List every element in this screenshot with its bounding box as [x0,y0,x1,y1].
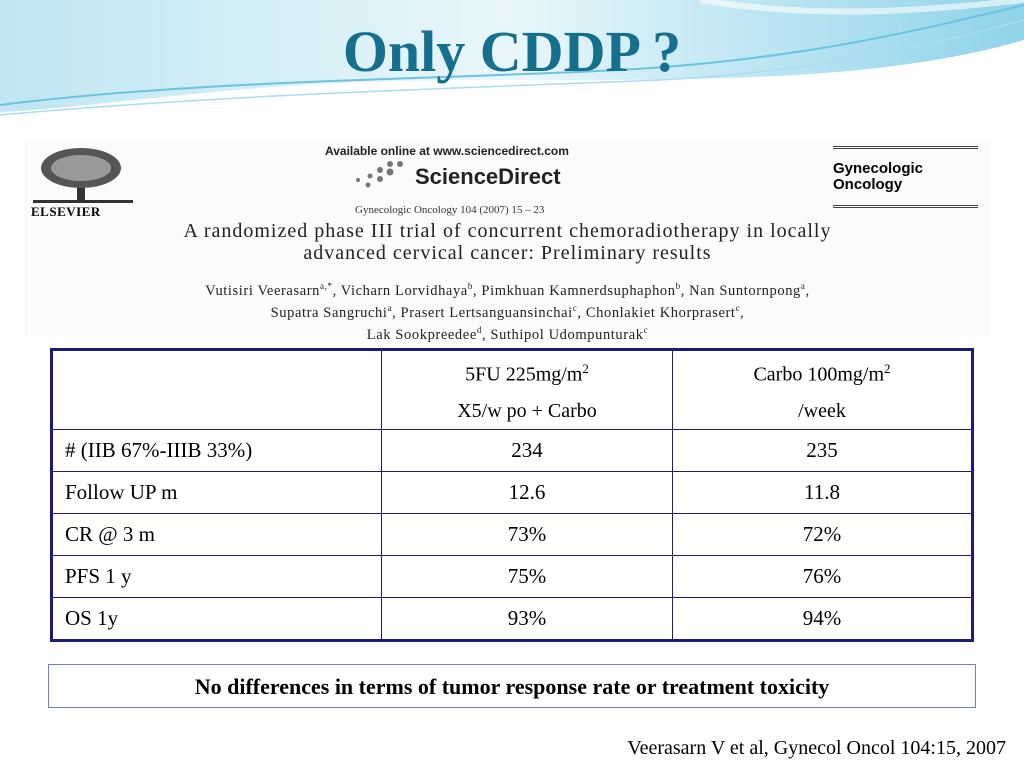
affiliation: a [800,281,806,291]
affiliation: a,* [320,281,333,291]
author-name: , Pimkhuan Kamnerdsuphaphon [472,282,676,299]
header-text: 5FU 225mg/m [465,363,583,386]
header-text: /week [798,399,846,422]
slide-title: Only CDDP ? [342,19,682,84]
superscript: 2 [582,361,589,376]
author-line: Supatra Sangruchia, Prasert Lertsanguans… [25,300,990,322]
reference: Veerasarn V et al, Gynecol Oncol 104:15,… [627,737,1006,759]
table-row: # (IIB 67%-IIIB 33%) 234 235 [51,428,973,472]
conclusion: No differences in terms of tumor respons… [48,664,976,708]
affiliation: b [467,281,473,291]
brand: ScienceDirect [415,164,561,189]
article-title: A randomized phase III trial of concurre… [25,220,990,264]
table-cell: 12.6 [381,470,673,514]
table-body: # (IIB 67%-IIIB 33%) 234 235 Follow UP m 12.… [51,428,973,641]
affiliation: d [476,324,482,335]
availability: Available online at www.sciencedirect.co… [325,144,569,158]
title-line: advanced cervical cancer: Preliminary re… [303,242,712,264]
row-label: PFS 1 y [51,554,382,598]
table-cell: 94% [672,596,973,641]
row-label: CR @ 3 m [51,512,382,556]
journal-name: Gynecologic Oncology [833,146,978,208]
affiliation: a [387,302,393,313]
table-cell: 11.8 [672,470,973,514]
table-cell: 72% [672,512,973,556]
table-cell: 235 [672,428,973,472]
author-name: , Prasert Lertsanguansinchai [392,304,573,321]
journal-line: Oncology [833,176,903,193]
title-line: A randomized phase III trial of concurre… [183,220,832,242]
table-cell: 76% [672,554,973,598]
author-name: , [740,304,745,321]
publisher: ELSEVIER [31,204,101,219]
author-name: , [805,282,810,299]
author-line: Vutisiri Veerasarna,*, Vicharn Lorvidhay… [25,278,990,300]
row-label: # (IIB 67%-IIIB 33%) [51,428,382,472]
table-row: CR @ 3 m 73% 72% [51,512,973,556]
superscript: 2 [884,361,891,376]
citation-line: Gynecologic Oncology 104 (2007) 15 – 23 [355,204,545,216]
author-line: Lak Sookpreedeed, Suthipol Udompunturakc [25,322,990,344]
table-cell: 73% [381,512,673,556]
row-label: Follow UP m [51,470,382,514]
affiliation: b [675,281,681,291]
elsevier-logo [33,148,133,203]
authors: Vutisiri Veerasarna,*, Vicharn Lorvidhay… [25,278,990,343]
table-row: PFS 1 y 75% 76% [51,554,973,598]
affiliation: c [735,302,741,313]
wave-background [0,0,1024,116]
table-row: Follow UP m 12.6 11.8 [51,470,973,514]
header-row: 5FU 225mg/m2 X5/w po + Carbo Carbo 100mg/… [51,349,973,430]
author-name: , Vicharn Lorvidhaya [332,282,468,299]
table-cell: 234 [381,428,673,472]
header-text: X5/w po + Carbo [457,399,597,422]
table-cell: 93% [381,596,673,641]
row-label: OS 1y [51,596,382,641]
journal-line: Gynecologic [833,160,924,177]
table-row: OS 1y 93% 94% [51,596,973,641]
header-text: Carbo 100mg/m [753,363,885,386]
author-name: , Nan Suntornpong [680,282,801,299]
author-name: Lak Sookpreedee [366,326,477,343]
header-cell: Carbo 100mg/m2/week [672,349,973,430]
sciencedirect-logo [356,161,403,188]
paper-header: ELSEVIER Available online at www.science… [25,140,990,342]
author-name: , Suthipol Udompunturak [481,326,644,343]
header-cell: 5FU 225mg/m2 X5/w po + Carbo [381,349,673,430]
affiliation: c [643,324,649,335]
corner-cell [51,349,382,430]
author-name: Vutisiri Veerasarn [205,282,321,299]
results-table: 5FU 225mg/m2 X5/w po + Carbo Carbo 100mg/… [50,348,974,642]
table-cell: 75% [381,554,673,598]
author-name: , Chonlakiet Khorprasert [577,304,736,321]
author-name: Supatra Sangruchi [270,304,388,321]
affiliation: c [572,302,578,313]
